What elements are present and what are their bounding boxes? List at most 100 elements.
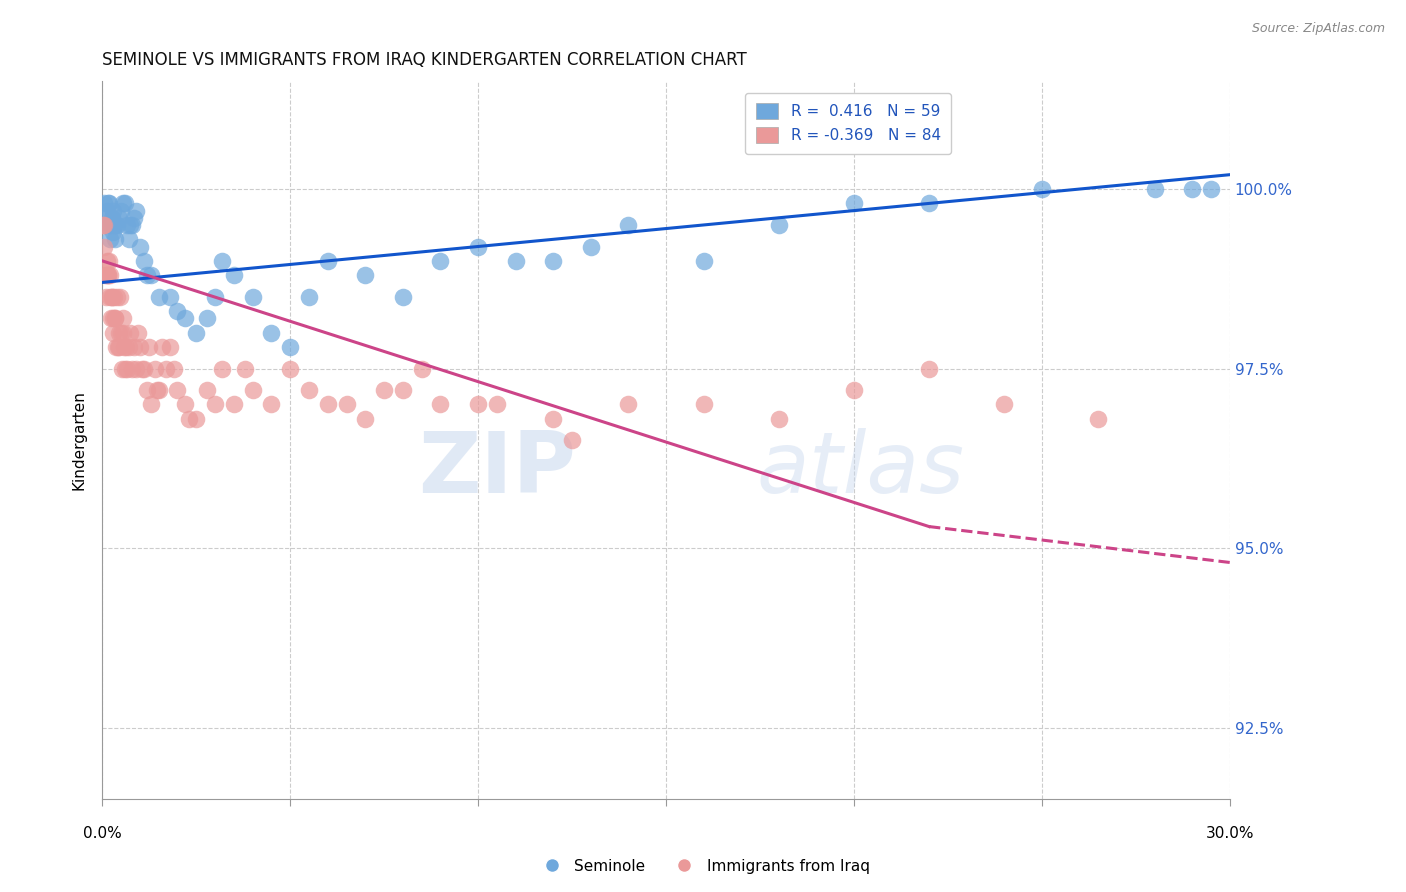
Point	[392, 290, 415, 304]
Point	[105, 340, 128, 354]
Point	[242, 290, 264, 304]
Point	[100, 232, 122, 246]
Point	[111, 311, 134, 326]
Point	[918, 196, 941, 211]
Point	[128, 239, 150, 253]
Point	[115, 361, 138, 376]
Point	[97, 268, 120, 283]
Point	[94, 211, 117, 225]
Point	[114, 340, 136, 354]
Point	[132, 253, 155, 268]
Point	[131, 361, 153, 376]
Point	[186, 412, 208, 426]
Text: 0.0%: 0.0%	[83, 826, 121, 841]
Point	[174, 397, 197, 411]
Point	[110, 203, 132, 218]
Point	[121, 218, 143, 232]
Point	[211, 361, 233, 376]
Point	[101, 290, 124, 304]
Legend: R =  0.416   N = 59, R = -0.369   N = 84: R = 0.416 N = 59, R = -0.369 N = 84	[745, 93, 952, 153]
Point	[541, 253, 564, 268]
Point	[98, 218, 121, 232]
Point	[166, 304, 188, 318]
Point	[260, 326, 283, 340]
Point	[108, 326, 131, 340]
Point	[177, 412, 200, 426]
Point	[94, 218, 117, 232]
Point	[335, 397, 357, 411]
Point	[101, 311, 124, 326]
Point	[114, 361, 136, 376]
Point	[429, 253, 451, 268]
Point	[104, 311, 127, 326]
Point	[100, 290, 122, 304]
Point	[204, 290, 226, 304]
Point	[104, 218, 127, 232]
Point	[222, 397, 245, 411]
Point	[1031, 182, 1053, 196]
Point	[166, 383, 188, 397]
Point	[93, 239, 115, 253]
Point	[103, 225, 125, 239]
Point	[222, 268, 245, 283]
Point	[143, 361, 166, 376]
Point	[94, 268, 117, 283]
Point	[125, 361, 148, 376]
Point	[117, 232, 139, 246]
Point	[211, 253, 233, 268]
Point	[316, 253, 339, 268]
Point	[579, 239, 602, 253]
Legend: Seminole, Immigrants from Iraq: Seminole, Immigrants from Iraq	[530, 853, 876, 880]
Text: SEMINOLE VS IMMIGRANTS FROM IRAQ KINDERGARTEN CORRELATION CHART: SEMINOLE VS IMMIGRANTS FROM IRAQ KINDERG…	[103, 51, 747, 69]
Point	[93, 196, 115, 211]
Point	[842, 383, 865, 397]
Point	[692, 253, 714, 268]
Point	[120, 326, 142, 340]
Point	[97, 268, 120, 283]
Point	[97, 196, 120, 211]
Point	[373, 383, 395, 397]
Point	[101, 203, 124, 218]
Y-axis label: Kindergarten: Kindergarten	[72, 391, 86, 491]
Point	[103, 290, 125, 304]
Point	[162, 361, 184, 376]
Point	[392, 383, 415, 397]
Point	[233, 361, 256, 376]
Point	[111, 361, 134, 376]
Text: 30.0%: 30.0%	[1205, 826, 1254, 841]
Point	[1199, 182, 1222, 196]
Point	[122, 340, 145, 354]
Point	[111, 326, 134, 340]
Point	[298, 383, 321, 397]
Point	[993, 397, 1015, 411]
Point	[159, 290, 181, 304]
Point	[100, 311, 122, 326]
Point	[148, 290, 170, 304]
Point	[105, 290, 128, 304]
Point	[122, 211, 145, 225]
Point	[107, 340, 129, 354]
Point	[115, 218, 138, 232]
Point	[104, 311, 127, 326]
Point	[298, 290, 321, 304]
Point	[467, 239, 489, 253]
Point	[1087, 412, 1109, 426]
Text: ZIP: ZIP	[418, 427, 576, 510]
Point	[155, 361, 177, 376]
Point	[100, 211, 122, 225]
Point	[117, 340, 139, 354]
Point	[110, 326, 132, 340]
Point	[136, 383, 159, 397]
Point	[411, 361, 433, 376]
Point	[125, 203, 148, 218]
Point	[104, 232, 127, 246]
Point	[197, 383, 219, 397]
Point	[98, 253, 121, 268]
Point	[103, 326, 125, 340]
Point	[768, 218, 790, 232]
Point	[94, 290, 117, 304]
Point	[467, 397, 489, 411]
Point	[100, 268, 122, 283]
Point	[111, 196, 134, 211]
Point	[541, 412, 564, 426]
